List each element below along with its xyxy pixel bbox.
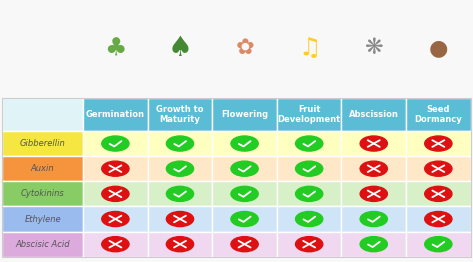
Text: Abscission: Abscission (349, 110, 399, 119)
Text: Auxin: Auxin (31, 164, 54, 173)
FancyBboxPatch shape (2, 181, 83, 206)
FancyBboxPatch shape (277, 206, 342, 232)
Circle shape (296, 161, 323, 176)
Text: Ethylene: Ethylene (25, 215, 61, 223)
FancyBboxPatch shape (342, 232, 406, 257)
FancyBboxPatch shape (83, 156, 148, 181)
Circle shape (425, 186, 452, 201)
FancyBboxPatch shape (148, 206, 212, 232)
FancyBboxPatch shape (148, 232, 212, 257)
Circle shape (360, 136, 387, 151)
FancyBboxPatch shape (277, 232, 342, 257)
Circle shape (102, 161, 129, 176)
FancyBboxPatch shape (83, 232, 148, 257)
FancyBboxPatch shape (277, 98, 342, 131)
Text: ❋: ❋ (364, 39, 383, 58)
FancyBboxPatch shape (148, 98, 212, 131)
FancyBboxPatch shape (148, 131, 212, 156)
Circle shape (360, 161, 387, 176)
FancyBboxPatch shape (2, 232, 83, 257)
Circle shape (296, 211, 323, 227)
Text: Gibberellin: Gibberellin (20, 139, 66, 148)
Circle shape (231, 161, 258, 176)
Circle shape (166, 237, 193, 252)
Text: ✿: ✿ (235, 39, 254, 58)
FancyBboxPatch shape (406, 206, 471, 232)
Circle shape (102, 211, 129, 227)
Circle shape (296, 237, 323, 252)
Circle shape (231, 211, 258, 227)
Circle shape (102, 186, 129, 201)
FancyBboxPatch shape (83, 98, 148, 131)
FancyBboxPatch shape (212, 232, 277, 257)
Circle shape (231, 186, 258, 201)
FancyBboxPatch shape (212, 181, 277, 206)
FancyBboxPatch shape (342, 156, 406, 181)
FancyBboxPatch shape (83, 181, 148, 206)
Circle shape (425, 161, 452, 176)
FancyBboxPatch shape (277, 156, 342, 181)
Text: ♠: ♠ (167, 35, 193, 62)
Text: Growth to
Maturity: Growth to Maturity (156, 105, 204, 124)
Circle shape (296, 136, 323, 151)
Text: ♣: ♣ (104, 36, 127, 61)
FancyBboxPatch shape (406, 181, 471, 206)
Circle shape (102, 237, 129, 252)
Circle shape (166, 186, 193, 201)
FancyBboxPatch shape (277, 131, 342, 156)
Circle shape (360, 211, 387, 227)
FancyBboxPatch shape (406, 98, 471, 131)
Text: ♫: ♫ (298, 36, 320, 61)
FancyBboxPatch shape (212, 98, 277, 131)
Circle shape (231, 237, 258, 252)
Circle shape (166, 136, 193, 151)
Text: Seed
Dormancy: Seed Dormancy (414, 105, 462, 124)
FancyBboxPatch shape (148, 181, 212, 206)
Circle shape (360, 186, 387, 201)
Text: Abscisic Acid: Abscisic Acid (16, 240, 70, 249)
Text: Germination: Germination (86, 110, 145, 119)
Circle shape (166, 161, 193, 176)
FancyBboxPatch shape (406, 232, 471, 257)
FancyBboxPatch shape (2, 156, 83, 181)
FancyBboxPatch shape (83, 206, 148, 232)
FancyBboxPatch shape (342, 131, 406, 156)
FancyBboxPatch shape (342, 206, 406, 232)
Text: ●: ● (429, 39, 448, 58)
FancyBboxPatch shape (212, 206, 277, 232)
Circle shape (425, 237, 452, 252)
FancyBboxPatch shape (406, 131, 471, 156)
Text: Cytokinins: Cytokinins (21, 189, 65, 198)
FancyBboxPatch shape (212, 156, 277, 181)
FancyBboxPatch shape (2, 131, 83, 156)
Circle shape (425, 211, 452, 227)
Text: Flowering: Flowering (221, 110, 268, 119)
FancyBboxPatch shape (342, 98, 406, 131)
FancyBboxPatch shape (212, 131, 277, 156)
FancyBboxPatch shape (342, 181, 406, 206)
FancyBboxPatch shape (2, 98, 83, 131)
Text: Fruit
Development: Fruit Development (278, 105, 341, 124)
Circle shape (102, 136, 129, 151)
FancyBboxPatch shape (83, 131, 148, 156)
Circle shape (425, 136, 452, 151)
Circle shape (231, 136, 258, 151)
FancyBboxPatch shape (148, 156, 212, 181)
FancyBboxPatch shape (277, 181, 342, 206)
Circle shape (360, 237, 387, 252)
FancyBboxPatch shape (406, 156, 471, 181)
FancyBboxPatch shape (2, 206, 83, 232)
Circle shape (166, 211, 193, 227)
Circle shape (296, 186, 323, 201)
